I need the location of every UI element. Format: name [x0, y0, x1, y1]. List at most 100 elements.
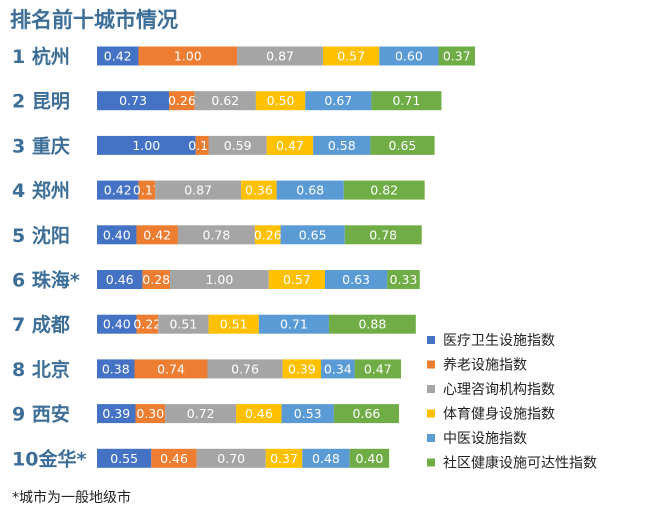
data-label: 0.76 — [231, 361, 259, 376]
bar-segment — [135, 404, 166, 424]
legend-label: 养老设施指数 — [443, 358, 527, 374]
bar-segment — [321, 359, 355, 379]
bar-segment — [343, 180, 425, 200]
data-label: 0.40 — [355, 451, 383, 466]
bar-segment — [344, 225, 422, 245]
bar-segment — [177, 225, 255, 245]
legend-swatch — [427, 336, 435, 344]
bar-segment — [379, 46, 439, 66]
data-label: 0.51 — [169, 317, 197, 332]
legend-label: 医疗卫生设施指数 — [443, 333, 555, 349]
data-label: 0.36 — [245, 183, 273, 198]
data-label: 0.87 — [266, 49, 294, 64]
data-label: 0.70 — [217, 451, 245, 466]
data-label: 0.38 — [102, 361, 130, 376]
bar-segment — [134, 359, 208, 379]
data-label: 0.42 — [104, 49, 132, 64]
bar-segment — [136, 314, 159, 334]
data-label: 0.57 — [337, 49, 365, 64]
bar-segment — [255, 91, 306, 111]
data-label: 0.88 — [358, 317, 386, 332]
data-label: 0.34 — [324, 361, 352, 376]
bar-segment — [97, 270, 143, 289]
bar-segment — [265, 448, 303, 468]
bar-segment — [323, 46, 380, 66]
bar-segment — [280, 225, 345, 245]
bar-segment — [258, 314, 329, 334]
bar-segment — [237, 46, 324, 66]
data-label: 1.00 — [174, 49, 202, 64]
data-label: 0.46 — [245, 406, 273, 421]
data-label: 0.42 — [104, 183, 132, 198]
category-label: 5 沈阳 — [12, 224, 70, 247]
data-label: 0.40 — [103, 317, 131, 332]
bar-segment — [387, 270, 420, 289]
data-label: 0.71 — [280, 317, 308, 332]
legend-label: 体育健身设施指数 — [443, 407, 555, 423]
bar-segment — [155, 180, 242, 200]
data-label: 0.59 — [224, 138, 252, 153]
bar-segment — [241, 180, 277, 200]
chart-title: 排名前十城市情况 — [10, 8, 178, 32]
data-label: 0.40 — [103, 227, 131, 242]
category-label: 6 珠海* — [12, 269, 80, 292]
data-label: 0.71 — [392, 93, 420, 108]
bar-segment — [136, 225, 178, 245]
bar-segment — [371, 91, 442, 111]
data-label: 0.47 — [276, 138, 304, 153]
data-label: 0.65 — [299, 227, 327, 242]
bar-segment — [97, 404, 136, 424]
data-label: 0.57 — [283, 272, 311, 287]
bar-segment — [370, 135, 435, 155]
bar-segment — [328, 314, 416, 334]
bar-segment — [97, 225, 137, 245]
data-label: 0.62 — [211, 93, 239, 108]
bar-segment — [313, 135, 371, 155]
bar-segment — [97, 180, 139, 200]
data-label: 0.60 — [395, 49, 423, 64]
data-label: 1.00 — [205, 272, 233, 287]
data-label: 0.73 — [119, 93, 147, 108]
data-label: 0.65 — [389, 138, 417, 153]
bar-segment — [276, 180, 344, 200]
bar-segment — [268, 270, 325, 289]
legend-label: 中医设施指数 — [443, 431, 527, 447]
data-label: 0.51 — [220, 317, 248, 332]
data-label: 0.47 — [364, 361, 392, 376]
data-label: 0.48 — [312, 451, 340, 466]
data-label: 0.78 — [203, 227, 231, 242]
data-label: 0.26 — [254, 227, 282, 242]
bar-segment — [254, 225, 281, 245]
bar-segment — [194, 91, 256, 111]
data-label: 0.28 — [142, 272, 170, 287]
data-label: 0.39 — [102, 406, 130, 421]
data-label: 0.30 — [136, 406, 164, 421]
data-label: 0.50 — [267, 93, 295, 108]
bar-segment — [438, 46, 476, 66]
data-label: 0.63 — [342, 272, 370, 287]
category-label: 4 郑州 — [12, 180, 70, 202]
data-label: 0.33 — [390, 272, 418, 287]
data-label: 0.87 — [184, 183, 212, 198]
bar-segment — [138, 180, 156, 200]
bar-segment — [142, 270, 171, 289]
category-label: 9 西安 — [12, 403, 70, 426]
legend-swatch — [427, 360, 435, 369]
bar-segment — [281, 404, 334, 424]
bar-segment — [302, 448, 350, 468]
bar-segment — [325, 270, 388, 289]
data-label: 1.00 — [132, 138, 160, 153]
bar-segment — [236, 404, 282, 424]
bar-segment — [165, 404, 237, 424]
category-label: 8 北京 — [12, 358, 70, 381]
bar-segment — [333, 404, 400, 424]
category-label: 7 成都 — [12, 313, 70, 336]
data-label: 0.39 — [288, 361, 316, 376]
bar-segment — [349, 448, 390, 468]
data-label: 0.37 — [270, 451, 298, 466]
data-label: 0.66 — [353, 406, 381, 421]
data-label: 0.74 — [157, 361, 185, 376]
data-label: 0.58 — [328, 138, 356, 153]
